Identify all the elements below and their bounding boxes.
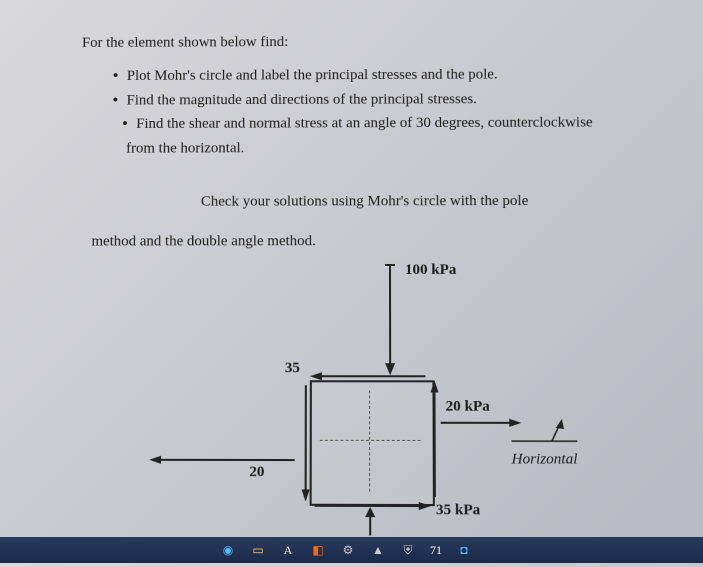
left-stress-label: 20 xyxy=(249,464,264,481)
center-horizontal-dash xyxy=(320,440,421,441)
check-instruction: Check your solutions using Mohr's circle… xyxy=(201,190,661,213)
left-shear-arrow xyxy=(302,380,310,501)
horizontal-reference xyxy=(511,416,582,447)
explorer-icon[interactable]: ▭ xyxy=(250,542,266,558)
bottom-shear-label: 35 kPa xyxy=(436,502,480,519)
horizontal-label: Horizontal xyxy=(512,451,578,468)
center-vertical-dash xyxy=(369,390,370,491)
problem-intro: For the element shown below find: xyxy=(82,31,288,54)
settings-icon[interactable]: ⚙ xyxy=(340,542,356,558)
bullet-1: Plot Mohr's circle and label the princip… xyxy=(113,63,669,87)
time-label: 71 xyxy=(430,542,442,558)
action-center-icon[interactable]: ◘ xyxy=(456,542,472,558)
word-icon[interactable]: A xyxy=(280,542,296,558)
bullet-3: Find the shear and normal stress at an a… xyxy=(112,111,669,135)
stress-element-square xyxy=(310,380,435,506)
bottom-stress-arrow xyxy=(365,507,375,538)
shield-icon[interactable]: ⛨ xyxy=(400,542,416,558)
bullet-3-continuation: from the horizontal. xyxy=(126,136,670,160)
up-icon[interactable]: ▲ xyxy=(370,542,386,558)
right-stress-label: 20 kPa xyxy=(446,399,490,416)
bullet-2: Find the magnitude and directions of the… xyxy=(113,87,669,111)
top-stress-arrow xyxy=(385,260,395,375)
top-stress-label: 100 kPa xyxy=(405,262,456,279)
top-shear-label: 35 xyxy=(285,360,300,377)
bullet-list: Plot Mohr's circle and label the princip… xyxy=(112,61,670,159)
stress-element-diagram: 100 kPa 35 20 xyxy=(189,260,594,544)
top-shear-arrow xyxy=(310,372,431,380)
store-icon[interactable]: ◧ xyxy=(310,542,326,558)
right-stress-arrow xyxy=(441,419,522,427)
method-instruction: method and the double angle method. xyxy=(91,230,316,253)
left-stress-arrow xyxy=(149,456,300,464)
edge-icon[interactable]: ◉ xyxy=(220,542,236,558)
windows-taskbar[interactable]: ◉ ▭ A ◧ ⚙ ▲ ⛨ 71 ◘ xyxy=(0,537,703,563)
